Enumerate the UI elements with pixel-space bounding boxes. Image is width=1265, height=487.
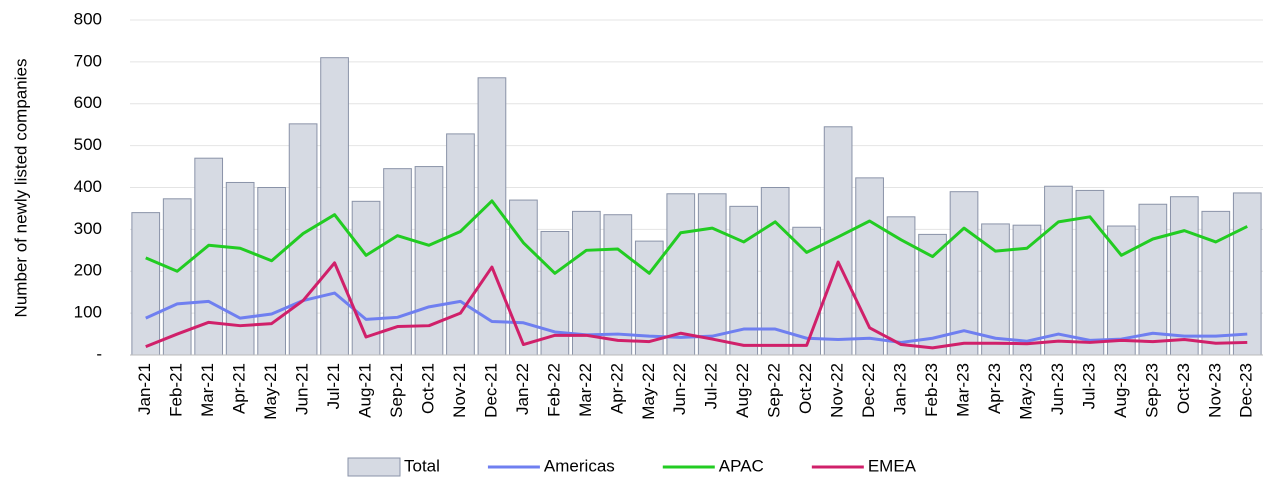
bar [949, 191, 979, 356]
x-tick-label: Apr-21 [230, 363, 249, 414]
bar [697, 193, 727, 356]
bar [446, 133, 475, 356]
x-tick-label: Jan-23 [891, 363, 910, 415]
x-tick-label: Nov-22 [828, 363, 847, 418]
x-tick-label: Feb-23 [922, 363, 941, 417]
bar [1044, 185, 1073, 356]
bar [1138, 203, 1168, 356]
x-tick-label: Jul-23 [1079, 363, 1098, 409]
x-tick-label: May-21 [261, 363, 280, 420]
legend-label: APAC [719, 456, 764, 475]
x-tick-label: Jun-21 [293, 363, 312, 415]
x-tick-label: Aug-21 [356, 363, 375, 418]
y-tick-label: 800 [74, 9, 102, 28]
y-tick-label: 600 [74, 93, 102, 112]
x-tick-label: May-22 [639, 363, 658, 420]
y-tick-label: 100 [74, 303, 102, 322]
x-tick-label: Feb-22 [544, 363, 563, 417]
legend-label: EMEA [868, 456, 917, 475]
y-tick-label: 400 [74, 177, 102, 196]
x-tick-label: Jan-21 [135, 363, 154, 415]
y-tick-label: 700 [74, 51, 102, 70]
x-tick-label: Oct-23 [1174, 363, 1193, 414]
x-tick-label: May-23 [1016, 363, 1035, 420]
bar [666, 193, 696, 356]
bar [288, 123, 318, 356]
x-tick-label: Mar-23 [953, 363, 972, 417]
y-axis-label: Number of newly listed companies [11, 59, 30, 318]
x-tick-label: Dec-22 [859, 363, 878, 418]
x-tick-label: Nov-21 [450, 363, 469, 418]
bar [509, 199, 538, 356]
bar [571, 210, 601, 356]
legend-label: Americas [544, 456, 615, 475]
y-tick-label: 500 [74, 135, 102, 154]
bar [1232, 192, 1262, 356]
legend-swatch [347, 457, 401, 477]
y-tick-label: 300 [74, 219, 102, 238]
bar [225, 181, 255, 356]
bar [477, 77, 507, 356]
x-tick-label: Jun-22 [670, 363, 689, 415]
x-tick-label: Jan-22 [513, 363, 532, 415]
line-series [145, 260, 1248, 350]
bar [1012, 224, 1042, 356]
bar [131, 212, 161, 356]
bar [351, 200, 381, 356]
x-tick-label: Jul-21 [324, 363, 343, 409]
y-tick-label: 200 [74, 261, 102, 280]
x-tick-label: Feb-21 [167, 363, 186, 417]
bar [162, 198, 192, 356]
x-tick-label: Apr-22 [607, 363, 626, 414]
x-tick-label: Apr-23 [985, 363, 1004, 414]
bar [886, 216, 916, 356]
x-tick-label: Oct-22 [796, 363, 815, 414]
bar [603, 214, 633, 356]
bar [1169, 196, 1199, 356]
bar [1107, 225, 1136, 356]
x-tick-label: Sep-22 [765, 363, 784, 418]
legend-label: Total [404, 456, 440, 475]
line-series [145, 199, 1248, 275]
x-tick-label: Aug-22 [733, 363, 752, 418]
bar [1075, 189, 1105, 356]
y-tick-label: - [96, 344, 102, 363]
x-tick-label: Dec-23 [1237, 363, 1256, 418]
x-tick-label: Sep-23 [1142, 363, 1161, 418]
bar [320, 57, 349, 356]
x-tick-label: Nov-23 [1205, 363, 1224, 418]
bar [257, 187, 286, 356]
x-tick-label: Mar-22 [576, 363, 595, 417]
x-tick-label: Mar-21 [198, 363, 217, 417]
x-tick-label: Aug-23 [1111, 363, 1130, 418]
x-tick-label: Jul-22 [702, 363, 721, 409]
x-tick-label: Dec-21 [481, 363, 500, 418]
x-tick-label: Oct-21 [418, 363, 437, 414]
x-tick-label: Sep-21 [387, 363, 406, 418]
bar [1201, 210, 1231, 356]
x-tick-label: Jun-23 [1048, 363, 1067, 415]
